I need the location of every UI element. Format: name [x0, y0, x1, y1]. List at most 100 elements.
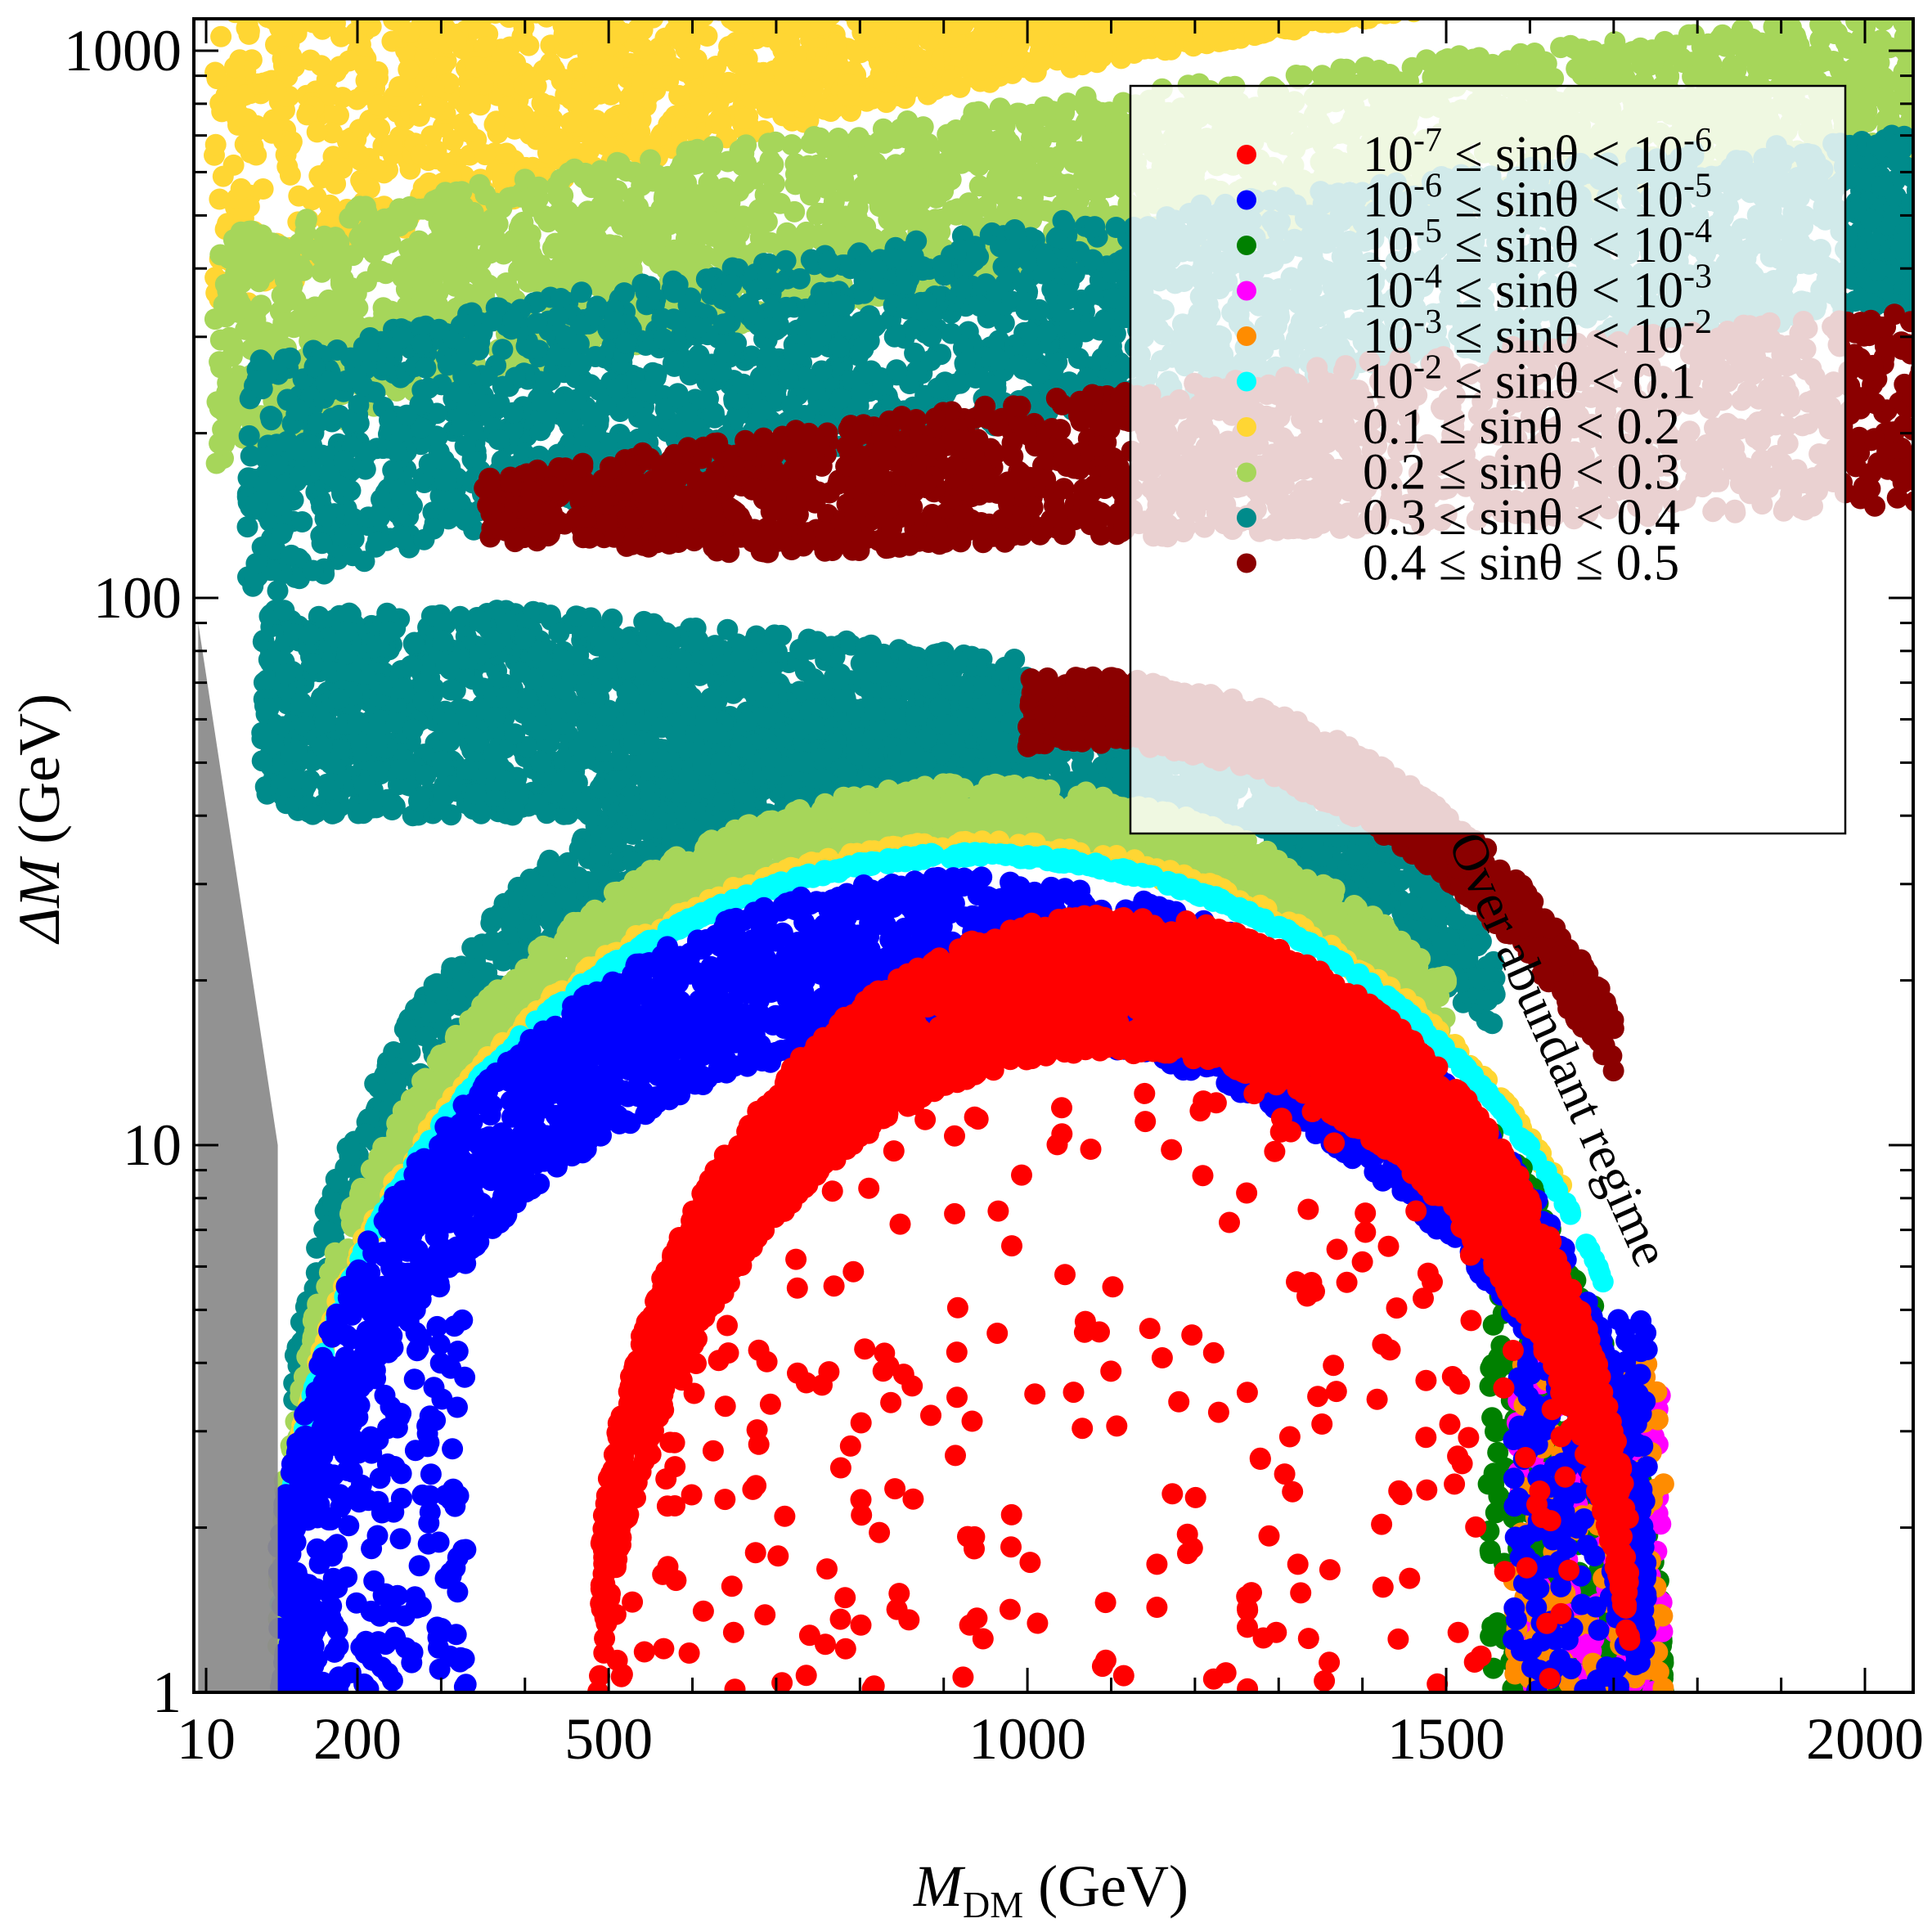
data-point [682, 57, 703, 79]
data-point [1588, 58, 1611, 80]
data-point [250, 240, 272, 263]
data-point [294, 212, 317, 234]
data-point [847, 197, 869, 219]
data-point [735, 152, 757, 174]
data-point [838, 84, 860, 106]
data-point [271, 25, 293, 47]
data-point [511, 25, 533, 47]
data-point [878, 209, 900, 231]
data-point [780, 82, 802, 104]
data-point [807, 224, 829, 246]
data-point [618, 240, 640, 263]
data-point [1336, 58, 1357, 80]
data-point [402, 266, 424, 288]
data-point [1027, 27, 1049, 49]
data-point [631, 174, 653, 196]
data-point [1629, 45, 1651, 67]
data-point [1023, 165, 1045, 187]
data-point [690, 95, 712, 117]
data-point [995, 127, 1017, 149]
data-point [883, 47, 905, 70]
data-point [1744, 44, 1766, 66]
data-point [519, 223, 541, 245]
data-point [209, 351, 231, 373]
data-point [1097, 177, 1118, 199]
data-point [1179, 20, 1200, 42]
data-point [845, 146, 867, 168]
data-point [523, 119, 545, 140]
data-point [949, 76, 971, 98]
data-point [1858, 49, 1880, 70]
data-point [539, 52, 561, 74]
data-point [640, 245, 663, 267]
data-point [310, 55, 332, 77]
data-point [296, 299, 318, 321]
data-point [1031, 51, 1053, 73]
data-point [1859, 88, 1881, 110]
data-point [1401, 56, 1423, 79]
data-point [912, 77, 934, 99]
data-point [1850, 28, 1872, 49]
data-point [1015, 113, 1037, 135]
data-point [520, 244, 542, 266]
data-point [591, 203, 613, 225]
data-point [769, 32, 791, 54]
data-point [215, 306, 236, 328]
data-point [949, 46, 971, 68]
data-point [492, 163, 514, 185]
data-point [603, 56, 624, 79]
data-point [306, 121, 328, 143]
data-point [784, 200, 806, 222]
data-point [213, 433, 236, 455]
data-point [369, 118, 391, 140]
data-point [281, 45, 303, 67]
data-point [344, 199, 366, 221]
data-point [336, 294, 358, 316]
data-point [261, 122, 283, 144]
data-point [413, 198, 435, 220]
data-point [941, 137, 964, 159]
data-point [700, 210, 722, 232]
data-point [875, 92, 897, 114]
data-point [679, 243, 701, 265]
data-point [630, 109, 652, 131]
data-point [925, 186, 947, 209]
data-point [537, 211, 559, 233]
data-point [265, 79, 287, 101]
data-point [631, 71, 653, 93]
data-point [238, 23, 260, 45]
data-point [447, 195, 470, 216]
data-point [814, 98, 836, 120]
data-point [210, 25, 232, 47]
data-point [895, 127, 917, 149]
data-point [573, 100, 595, 122]
data-point [898, 208, 920, 230]
data-point [1432, 65, 1454, 88]
data-point [504, 118, 526, 140]
data-point [921, 151, 943, 173]
data-point [300, 239, 322, 261]
data-point [398, 59, 420, 80]
data-point [904, 165, 926, 187]
data-point [206, 68, 228, 90]
data-point [325, 173, 347, 195]
data-point [757, 193, 779, 215]
data-point [973, 112, 995, 134]
data-point [669, 29, 690, 51]
data-point [685, 153, 708, 175]
data-point [806, 154, 829, 176]
data-point [332, 243, 354, 265]
data-point [826, 33, 847, 55]
data-point [245, 309, 267, 331]
data-point [367, 260, 389, 281]
data-point [483, 114, 505, 136]
data-point [1682, 65, 1704, 88]
data-point [844, 40, 866, 61]
data-point [612, 203, 633, 225]
data-point [1049, 173, 1072, 195]
data-point [365, 158, 387, 180]
data-point [217, 372, 239, 394]
data-point [1048, 23, 1070, 45]
data-point [381, 134, 403, 156]
